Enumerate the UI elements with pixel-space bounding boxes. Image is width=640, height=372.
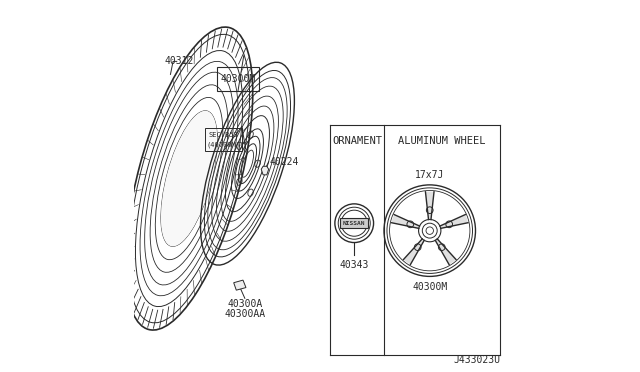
Text: SEC.B53: SEC.B53 — [209, 132, 239, 138]
Polygon shape — [261, 166, 269, 175]
Polygon shape — [403, 239, 424, 264]
Ellipse shape — [161, 111, 217, 246]
Text: 40343: 40343 — [340, 260, 369, 270]
Text: NISSAN: NISSAN — [343, 221, 365, 226]
Bar — [216, 67, 259, 91]
Polygon shape — [440, 215, 468, 228]
Polygon shape — [426, 192, 434, 219]
Text: ALUMINUM WHEEL: ALUMINUM WHEEL — [398, 137, 486, 146]
Text: J433023U: J433023U — [453, 355, 500, 365]
Text: 40300AA: 40300AA — [224, 309, 266, 319]
Polygon shape — [234, 280, 246, 290]
Text: 40300M: 40300M — [220, 74, 255, 84]
Bar — [340, 218, 369, 228]
Text: 40312: 40312 — [164, 57, 194, 66]
Text: 17x7J: 17x7J — [415, 170, 444, 180]
Text: ORNAMENT: ORNAMENT — [332, 137, 382, 146]
Polygon shape — [435, 239, 456, 264]
Text: 40300M: 40300M — [412, 282, 447, 292]
Bar — [205, 128, 242, 151]
Text: (40700M): (40700M) — [207, 141, 241, 148]
Text: 40224: 40224 — [270, 157, 299, 167]
Text: 40300A: 40300A — [227, 299, 262, 310]
Polygon shape — [392, 215, 420, 228]
